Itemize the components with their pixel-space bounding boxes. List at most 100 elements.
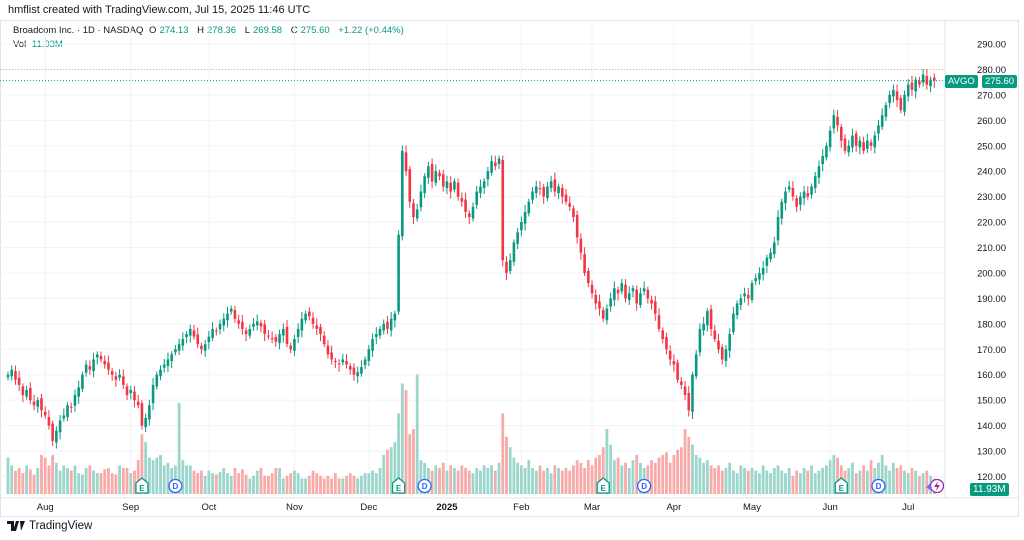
volume-bar: [73, 465, 77, 494]
candle-body: [322, 335, 326, 345]
volume-bar: [758, 473, 761, 494]
candle-body: [218, 323, 222, 330]
earnings-marker-label: E: [139, 484, 145, 493]
candle-body: [438, 172, 441, 177]
candle-body: [668, 350, 672, 360]
candle-body: [252, 323, 255, 327]
volume-bar: [296, 473, 300, 494]
candle-body: [371, 339, 374, 351]
volume-bar: [884, 465, 888, 494]
symbol-price-tag: AVGO: [945, 75, 978, 88]
volume-bar: [713, 468, 717, 494]
candle-body: [408, 169, 412, 202]
volume-bar: [598, 455, 601, 494]
ohlc-open: O 274.13: [149, 25, 189, 36]
candle-body: [687, 393, 691, 411]
candle-body: [162, 364, 166, 368]
dividend-marker-icon: [636, 478, 652, 494]
candle-body: [419, 191, 423, 208]
candle-body: [546, 186, 549, 199]
volume-bar: [910, 468, 914, 494]
volume-bar: [657, 457, 661, 494]
candle-body: [925, 76, 929, 85]
x-tick-label: May: [743, 502, 761, 513]
candle-body: [40, 398, 43, 411]
candle-body: [709, 309, 713, 329]
candle-body: [613, 288, 616, 300]
candle-body: [382, 323, 386, 331]
candle-body: [17, 377, 21, 385]
volume-bar: [92, 470, 95, 494]
candle-body: [188, 328, 192, 336]
candle-body: [832, 115, 836, 129]
volume-bar: [25, 465, 28, 494]
volume-bar: [620, 465, 624, 494]
candle-body: [520, 222, 523, 231]
candle-body: [430, 164, 434, 182]
volume-bar: [601, 447, 605, 494]
volume-bar: [289, 473, 293, 494]
candle-body: [680, 381, 683, 385]
candle-body: [136, 401, 140, 406]
candle-body: [244, 330, 248, 335]
candle-body: [914, 79, 917, 92]
candle-body: [784, 191, 787, 204]
candle-body: [378, 328, 382, 336]
x-tick-label: Oct: [201, 502, 216, 513]
candle-body: [81, 374, 84, 389]
candle-body: [542, 186, 545, 197]
volume-bar: [698, 457, 702, 494]
candle-body: [791, 187, 795, 197]
candle-body: [14, 371, 17, 380]
volume-bar: [438, 468, 441, 494]
volume-bar: [278, 468, 281, 494]
volume-bar: [445, 470, 449, 494]
volume-bar: [32, 474, 36, 494]
candle-body: [921, 74, 925, 83]
y-tick-label: 240.00: [977, 167, 1006, 178]
volume-bar: [222, 468, 226, 494]
candle-body: [672, 360, 676, 365]
candle-body: [490, 161, 493, 173]
volume-bar: [549, 473, 553, 494]
tradingview-logo-icon: [7, 521, 25, 531]
sparkle-icon: [925, 483, 933, 491]
volume-bar: [114, 474, 118, 494]
candle-body: [278, 334, 281, 344]
candle-body: [296, 328, 300, 338]
candle-body: [181, 339, 185, 346]
volume-bar: [795, 470, 799, 494]
candle-body: [274, 337, 278, 342]
candle-body: [267, 335, 270, 337]
candle-body: [207, 336, 211, 343]
candle-body: [348, 366, 352, 370]
volume-bar: [646, 465, 650, 494]
dividend-marker-label: D: [173, 482, 179, 491]
volume-bar: [218, 471, 222, 494]
x-tick-label: Jun: [822, 502, 837, 513]
volume-bar: [717, 465, 720, 494]
volume-bar: [888, 470, 892, 494]
candle-body: [10, 369, 14, 377]
candle-body: [222, 318, 226, 326]
candle-body: [825, 145, 828, 158]
candle-body: [494, 162, 497, 167]
candle-body: [802, 191, 806, 199]
candle-body: [25, 389, 28, 397]
ohlc-low: L 269.58: [244, 25, 283, 36]
y-tick-label: 250.00: [977, 141, 1006, 152]
volume-bar: [720, 470, 724, 494]
x-tick-label: Apr: [666, 502, 681, 513]
volume-bar: [397, 413, 400, 494]
symbol-description[interactable]: Broadcom Inc. · 1D · NASDAQ: [13, 25, 144, 36]
candle-body: [99, 355, 103, 360]
volume-bar: [330, 478, 334, 494]
volume-bar: [906, 473, 910, 494]
volume-bar: [579, 462, 583, 494]
volume-bar: [133, 470, 136, 494]
candle-body: [475, 191, 479, 205]
volume-bar: [69, 470, 73, 494]
candle-body: [702, 323, 705, 331]
candle-body: [899, 97, 903, 111]
